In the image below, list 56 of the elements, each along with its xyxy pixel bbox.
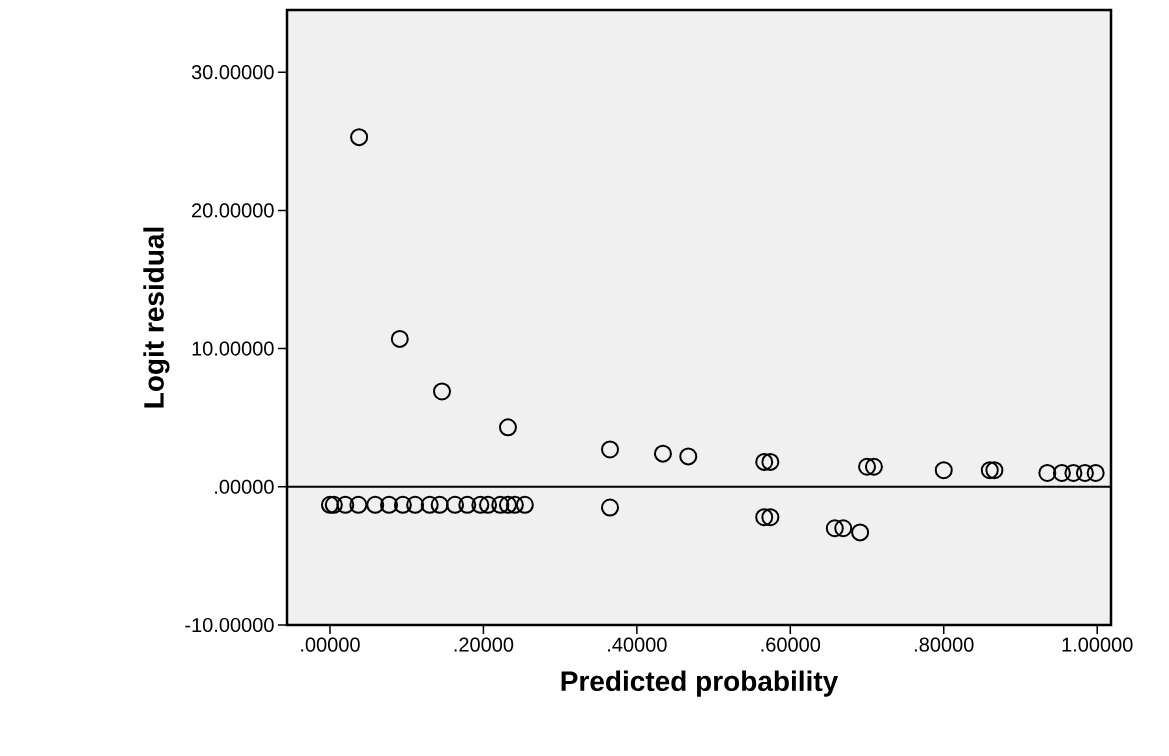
point	[1038, 463, 1057, 482]
point	[515, 495, 534, 514]
point	[864, 457, 883, 476]
point	[479, 495, 498, 514]
point	[349, 495, 368, 514]
point	[980, 461, 999, 480]
y-tick-label: 20.00000	[192, 203, 274, 218]
point	[851, 523, 870, 542]
point	[336, 495, 355, 514]
point	[505, 495, 524, 514]
point	[755, 452, 774, 471]
y-tick-label: .00000	[215, 479, 274, 494]
point	[498, 495, 517, 514]
point	[1075, 463, 1094, 482]
point	[934, 461, 953, 480]
point	[471, 495, 490, 514]
point	[825, 519, 844, 538]
point	[390, 329, 409, 348]
point	[601, 498, 620, 517]
y-axis-title: Logit residual	[143, 227, 170, 408]
point	[755, 508, 774, 527]
point	[761, 508, 780, 527]
point	[350, 128, 369, 147]
y-tick-label: 30.00000	[191, 65, 274, 80]
point	[498, 418, 517, 437]
x-tick-label: .80000	[914, 637, 974, 652]
point	[320, 495, 339, 514]
point	[1086, 463, 1105, 482]
point	[446, 495, 465, 514]
point	[1064, 463, 1083, 482]
x-tick-label: .20000	[454, 637, 514, 652]
point	[393, 495, 412, 514]
point	[458, 495, 477, 514]
point	[406, 495, 425, 514]
point	[679, 447, 698, 466]
x-tick-label: .60000	[761, 637, 821, 652]
point	[858, 457, 877, 476]
point	[420, 495, 439, 514]
point	[491, 495, 510, 514]
x-axis-title: Predicted probability	[561, 670, 839, 697]
y-tick-label: 10.00000	[192, 341, 274, 356]
point	[985, 461, 1004, 480]
point	[366, 495, 385, 514]
point	[761, 452, 780, 471]
point	[1052, 463, 1071, 482]
point	[653, 444, 672, 463]
point	[430, 495, 449, 514]
x-tick-label: 1.00000	[1062, 637, 1133, 652]
point	[601, 440, 620, 459]
point	[834, 519, 853, 538]
point	[380, 495, 399, 514]
point	[432, 382, 451, 401]
y-tick-label: -10.00000	[185, 617, 274, 633]
x-tick-label: .00000	[301, 637, 360, 652]
x-tick-label: .40000	[608, 637, 667, 652]
point	[324, 495, 343, 514]
